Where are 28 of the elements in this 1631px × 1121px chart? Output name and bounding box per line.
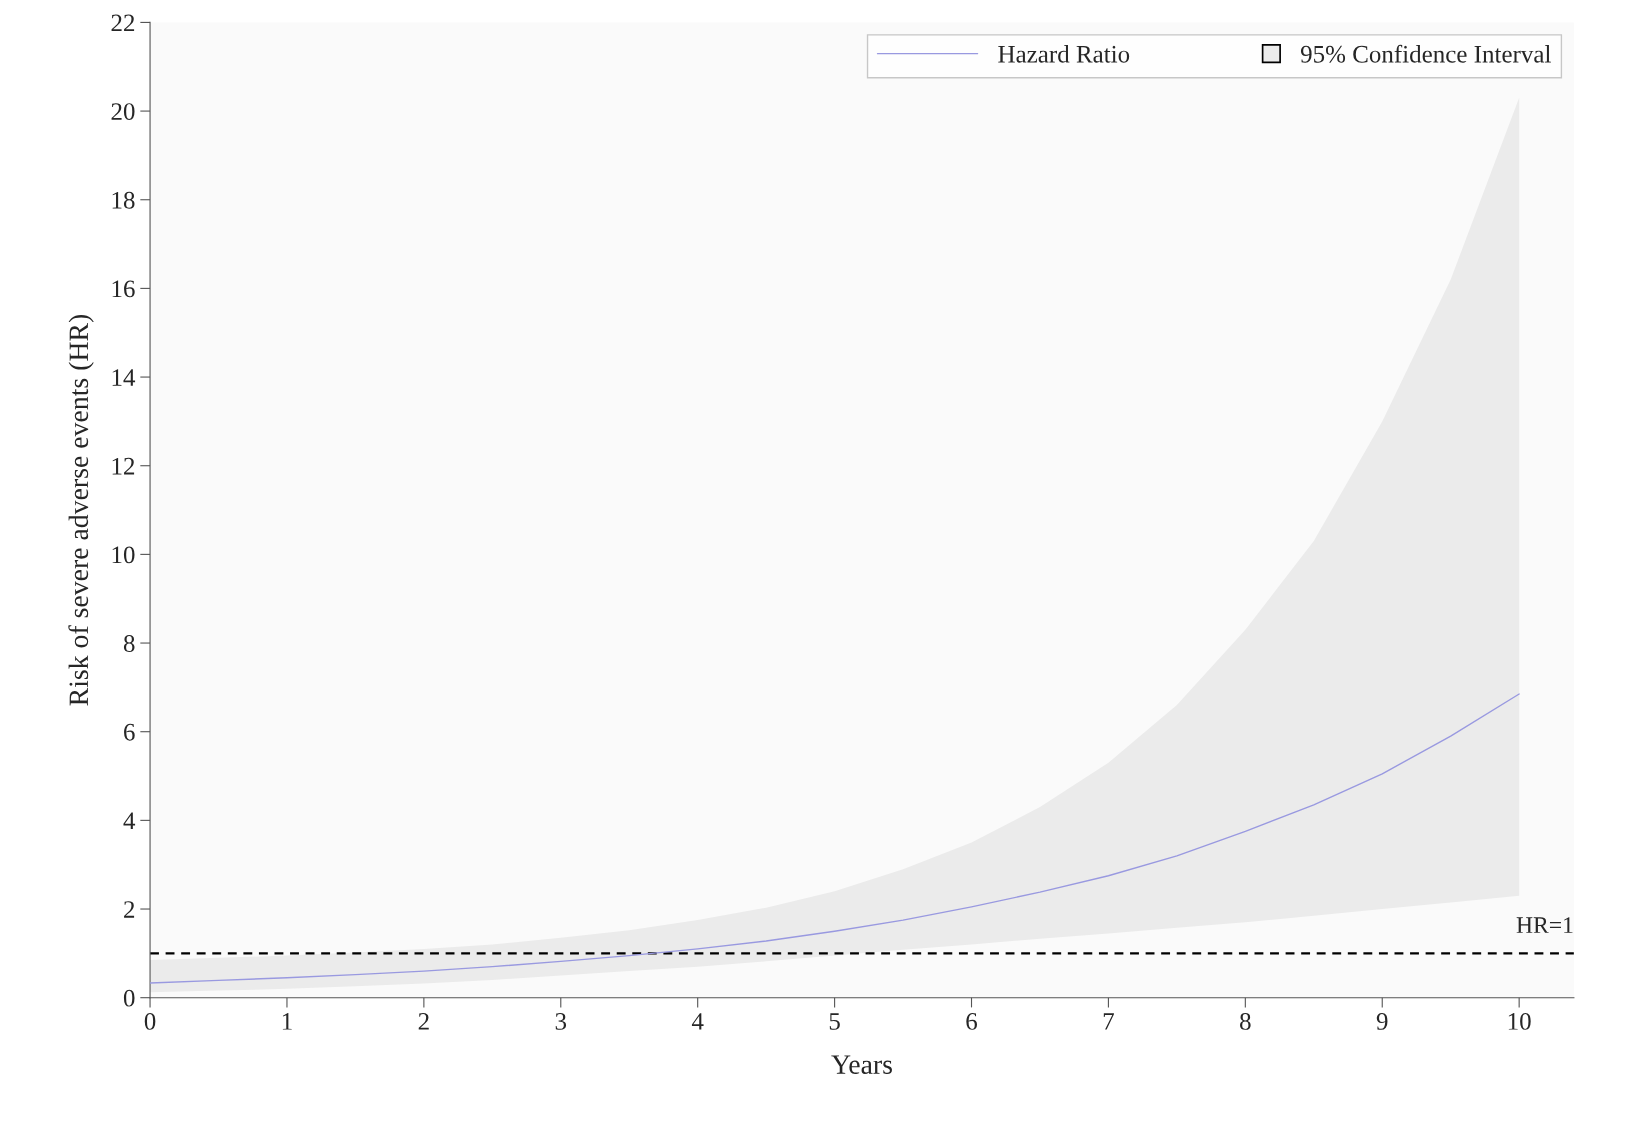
- y-tick-label: 6: [124, 723, 135, 741]
- y-tick-label: 16: [112, 280, 135, 298]
- ref-line-label: HR=1: [1516, 917, 1573, 933]
- legend-label: Hazard Ratio: [998, 45, 1130, 63]
- x-tick-label: 3: [555, 1013, 567, 1030]
- x-tick-label: 7: [1103, 1013, 1114, 1030]
- y-tick-label: 4: [123, 812, 136, 830]
- y-tick-label: 2: [124, 901, 135, 918]
- x-tick-label: 4: [691, 1013, 704, 1030]
- y-tick-label: 20: [111, 103, 135, 120]
- x-tick-label: 8: [1240, 1013, 1251, 1030]
- y-tick-label: 10: [112, 546, 135, 564]
- x-tick-label: 0: [144, 1013, 156, 1030]
- y-axis-title: Risk of severe adverse events (HR): [68, 314, 94, 706]
- x-tick-label: 10: [1508, 1013, 1531, 1030]
- x-tick-label: 9: [1376, 1013, 1388, 1030]
- x-tick-label: 2: [418, 1013, 429, 1030]
- x-tick-label: 5: [829, 1013, 840, 1030]
- y-tick-label: 8: [123, 635, 135, 652]
- y-tick-label: 14: [112, 369, 136, 386]
- x-tick-label: 6: [966, 1013, 978, 1030]
- y-tick-label: 22: [111, 14, 135, 32]
- y-tick-label: 0: [123, 989, 135, 1007]
- y-tick-label: 18: [112, 191, 135, 209]
- x-axis-title: Years: [831, 1055, 892, 1074]
- y-tick-label: 12: [112, 457, 135, 475]
- legend-label: 95% Confidence Interval: [1300, 44, 1551, 63]
- x-tick-label: 1: [282, 1013, 292, 1030]
